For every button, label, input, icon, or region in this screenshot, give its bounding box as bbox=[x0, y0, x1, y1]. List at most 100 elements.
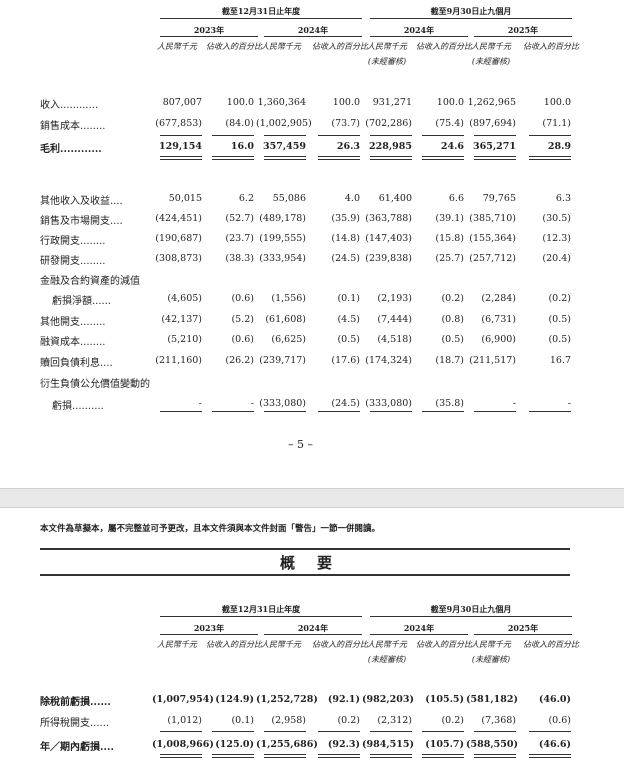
table-cell: (75.4) bbox=[435, 118, 464, 129]
row-label: 贖回負債利息.... bbox=[40, 354, 113, 369]
leader-dots: ........ bbox=[80, 236, 106, 247]
table-cell: (0.1) bbox=[231, 715, 254, 726]
unit-rmb: 人民幣千元 bbox=[157, 640, 197, 649]
year-header: 2024年 bbox=[297, 623, 329, 633]
leader-dots: .... bbox=[110, 216, 123, 227]
table-cell: (0.6) bbox=[548, 715, 571, 726]
table-cell: (0.5) bbox=[548, 334, 571, 345]
unit-rmb: 人民幣千元 bbox=[367, 42, 407, 51]
row-label-text: 金融及合約資產的減值 bbox=[40, 276, 140, 287]
table-cell: 55,086 bbox=[272, 193, 306, 204]
table-cell: (24.5) bbox=[331, 253, 360, 264]
section-title: 概要 bbox=[280, 554, 355, 572]
header-rule bbox=[160, 616, 362, 617]
subtotal-rule bbox=[318, 411, 360, 412]
table-cell: (2,193) bbox=[377, 293, 412, 304]
table-cell: (984,515) bbox=[362, 739, 414, 750]
year-header: 2023年 bbox=[193, 623, 225, 633]
table-cell: (199,555) bbox=[259, 233, 306, 244]
total-double-rule bbox=[212, 156, 254, 157]
row-label: 金融及合約資產的減值 bbox=[40, 272, 140, 287]
table-cell: 100.0 bbox=[543, 97, 571, 108]
total-double-rule bbox=[264, 757, 306, 758]
total-double-rule bbox=[370, 754, 412, 755]
table-cell: (38.3) bbox=[225, 253, 254, 264]
row-label-text: 毛利 bbox=[40, 144, 60, 155]
table-cell: (1,012) bbox=[167, 715, 202, 726]
table-cell: (1,255,686) bbox=[256, 739, 318, 750]
table-cell: (17.6) bbox=[331, 355, 360, 366]
table-cell: 357,459 bbox=[263, 141, 306, 152]
period-header-9m: 截至9月30日止九個月 bbox=[430, 6, 512, 16]
total-double-rule bbox=[422, 754, 464, 755]
period-header-fy: 截至12月31日止年度 bbox=[221, 604, 301, 614]
table-cell: 100.0 bbox=[332, 97, 360, 108]
row-label-text: 融資成本 bbox=[40, 337, 80, 348]
unaudited-note: (未經審核) bbox=[367, 655, 407, 664]
table-cell: (489,178) bbox=[259, 213, 306, 224]
table-cell: 28.9 bbox=[547, 141, 571, 152]
total-double-rule bbox=[318, 156, 360, 157]
total-double-rule bbox=[212, 757, 254, 758]
unit-rmb: 人民幣千元 bbox=[157, 42, 197, 51]
year-rule bbox=[474, 634, 572, 635]
subtotal-rule bbox=[370, 135, 412, 136]
row-label-text: 年／期內虧損 bbox=[40, 742, 100, 753]
row-label-text: 除稅前虧損 bbox=[40, 697, 90, 708]
table-cell: 365,271 bbox=[473, 141, 516, 152]
unaudited-note: (未經審核) bbox=[367, 57, 407, 66]
unit-rmb: 人民幣千元 bbox=[261, 42, 301, 51]
table-cell: (61,608) bbox=[265, 314, 306, 325]
table-cell: (174,324) bbox=[365, 355, 412, 366]
row-label: 虧損淨額...... bbox=[52, 292, 111, 307]
subtotal-rule bbox=[318, 135, 360, 136]
table-cell: (46.6) bbox=[538, 739, 571, 750]
row-label: 衍生負債公允價值變動的 bbox=[40, 375, 150, 390]
leader-dots: .... bbox=[100, 742, 114, 753]
unit-pct: 佔收入的百分比 bbox=[312, 640, 368, 649]
leader-dots: .... bbox=[100, 358, 113, 369]
table-cell: (46.0) bbox=[538, 694, 571, 705]
table-cell: (2,312) bbox=[377, 715, 412, 726]
unaudited-note: (未經審核) bbox=[471, 655, 511, 664]
table-cell: (0.2) bbox=[337, 715, 360, 726]
table-cell: (105.7) bbox=[425, 739, 464, 750]
table-cell: (677,853) bbox=[155, 118, 202, 129]
year-rule bbox=[160, 36, 258, 37]
unit-pct: 佔收入的百分比 bbox=[206, 42, 262, 51]
table-cell: (71.1) bbox=[542, 118, 571, 129]
leader-dots: ...... bbox=[92, 296, 112, 307]
header-rule bbox=[370, 616, 572, 617]
table-cell: (588,550) bbox=[466, 739, 518, 750]
table-cell: 4.0 bbox=[344, 193, 360, 204]
row-label-text: 銷售及市場開支 bbox=[40, 216, 110, 227]
total-double-rule bbox=[422, 159, 464, 160]
title-rule-top bbox=[40, 548, 570, 550]
title-rule-bottom bbox=[40, 574, 570, 576]
header-rule bbox=[370, 18, 572, 19]
table-cell: (982,203) bbox=[362, 694, 414, 705]
table-cell: (211,160) bbox=[155, 355, 202, 366]
subtotal-rule bbox=[370, 731, 412, 732]
unit-pct: 佔收入的百分比 bbox=[523, 42, 579, 51]
total-double-rule bbox=[529, 757, 571, 758]
unit-rmb: 人民幣千元 bbox=[471, 640, 511, 649]
leader-dots: .......... bbox=[72, 401, 104, 412]
row-label: 銷售及市場開支.... bbox=[40, 212, 123, 227]
table-cell: (52.7) bbox=[225, 213, 254, 224]
table-cell: (1,556) bbox=[271, 293, 306, 304]
table-cell: (257,712) bbox=[469, 253, 516, 264]
table-cell: (84.0) bbox=[225, 118, 254, 129]
total-double-rule bbox=[422, 156, 464, 157]
total-double-rule bbox=[264, 159, 306, 160]
unit-pct: 佔收入的百分比 bbox=[416, 42, 472, 51]
table-cell: (6,731) bbox=[481, 314, 516, 325]
table-cell: (7,368) bbox=[481, 715, 516, 726]
table-cell: (0.6) bbox=[231, 334, 254, 345]
year-header: 2025年 bbox=[507, 623, 539, 633]
row-label-text: 贖回負債利息 bbox=[40, 358, 100, 369]
leader-dots: ............ bbox=[60, 100, 99, 111]
table-cell: (5,210) bbox=[167, 334, 202, 345]
table-cell: (26.2) bbox=[225, 355, 254, 366]
table-cell: (1,008,966) bbox=[152, 739, 214, 750]
